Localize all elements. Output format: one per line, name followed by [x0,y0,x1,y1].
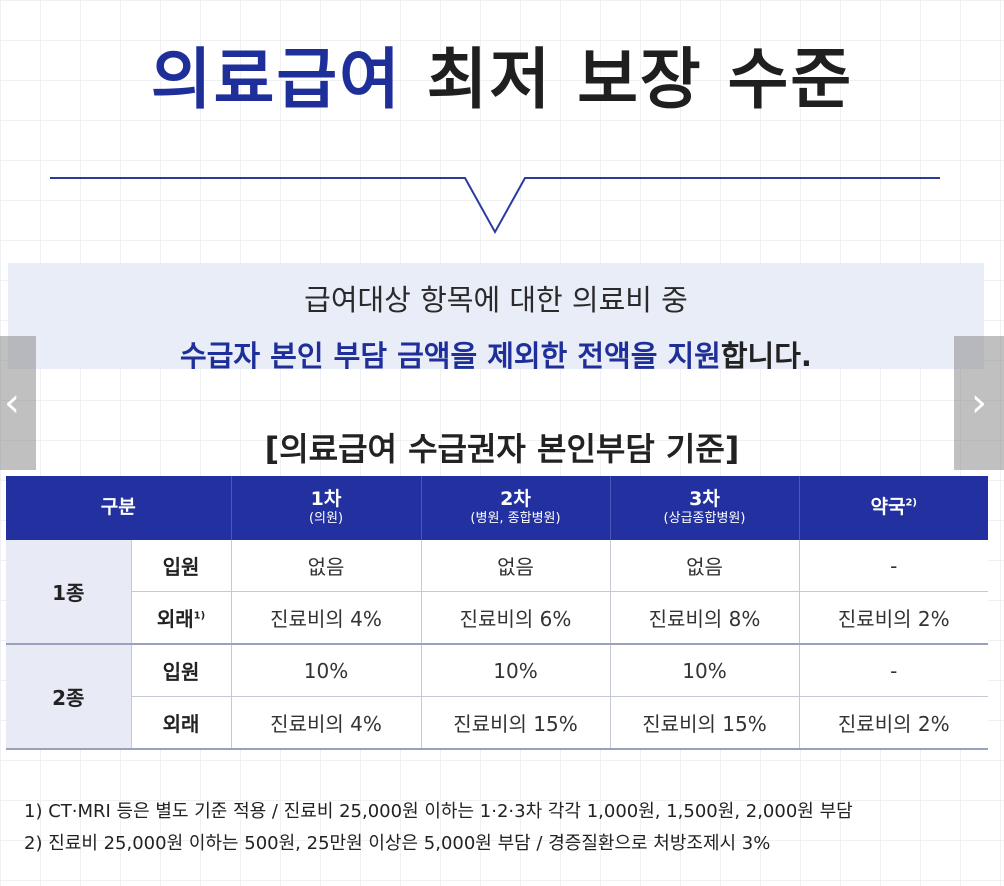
group-label-2: 2종 [6,644,132,750]
table-cell: 10% [231,644,422,697]
header-col1-label: 1차 [310,487,342,510]
table-cell: 없음 [610,540,800,592]
banner-rest: 합니다. [720,339,812,373]
table-cell: 진료비의 15% [610,696,800,750]
copay-table: 구분 1차 (의원) 2차 (병원, 종합병원) 3차 (상급종합병원) 약국2) 1… [6,476,988,750]
row-label-sup: 1) [193,610,206,622]
header-col1-sub: (의원) [308,511,344,527]
table-cell: 진료비의 15% [421,696,611,750]
row-label: 입원 [131,540,232,592]
header-col4-sup: 2) [905,497,917,509]
table-cell: 없음 [231,540,422,592]
title-rest: 최저 보장 수준 [426,41,854,118]
table-cell: 진료비의 6% [421,591,611,645]
table-cell: 10% [421,644,611,697]
row-label-outpatient: 외래1) [131,591,232,645]
table-row: 외래1) 진료비의 4% 진료비의 6% 진료비의 8% 진료비의 2% [6,591,988,645]
header-col3-sub: (상급종합병원) [663,511,746,527]
table-cell: 진료비의 4% [231,696,422,750]
table-title: [의료급여 수급권자 본인부담 기준] [264,430,740,468]
row-label-text: 외래 [156,607,194,631]
table-row: 1종 입원 없음 없음 없음 - [6,540,988,645]
table-row: 외래 진료비의 4% 진료비의 15% 진료비의 15% 진료비의 2% [6,696,988,750]
table-cell: - [799,540,988,592]
chevron-right-icon: › [971,380,987,426]
footnote-2: 2) 진료비 25,000원 이하는 500원, 25만원 이상은 5,000원… [24,833,771,854]
table-row: 2종 입원 10% 10% 10% - [6,644,988,750]
header-col3: 3차 (상급종합병원) [610,476,800,540]
header-col4: 약국2) [799,476,988,540]
header-col1: 1차 (의원) [231,476,422,540]
table-cell: - [799,644,988,697]
table-cell: 진료비의 2% [799,591,988,645]
row-label: 외래 [131,696,232,750]
banner-line1: 급여대상 항목에 대한 의료비 중 [304,283,688,317]
header-col2-sub: (병원, 종합병원) [470,511,561,527]
header-col2-label: 2차 [500,487,531,510]
footnotes: 1) CT·MRI 등은 별도 기준 적용 / 진료비 25,000원 이하는 … [24,796,853,860]
footnote-1: 1) CT·MRI 등은 별도 기준 적용 / 진료비 25,000원 이하는 … [24,801,853,822]
banner-line2: 수급자 본인 부담 금액을 제외한 전액을 지원합니다. [8,333,984,375]
table-header-row: 구분 1차 (의원) 2차 (병원, 종합병원) 3차 (상급종합병원) 약국2) [6,476,988,540]
header-col4-label: 약국 [870,496,906,519]
group-label-1: 1종 [6,540,132,645]
title-accent: 의료급여 [150,41,402,118]
row-label: 입원 [131,644,232,697]
table-cell: 진료비의 8% [610,591,800,645]
banner-highlight: 수급자 본인 부담 금액을 제외한 전액을 지원 [180,339,721,373]
table-cell: 없음 [421,540,611,592]
header-category: 구분 [6,476,232,540]
chevron-left-icon: ‹ [4,380,20,426]
prev-slide-button[interactable]: ‹ [0,336,36,470]
table-cell: 10% [610,644,800,697]
table-cell: 진료비의 2% [799,696,988,750]
page-title: 의료급여 최저 보장 수준 [0,26,1004,122]
table-cell: 진료비의 4% [231,591,422,645]
header-col3-label: 3차 [689,487,720,510]
info-banner: 급여대상 항목에 대한 의료비 중 수급자 본인 부담 금액을 제외한 전액을 … [8,263,984,373]
divider-chevron [50,177,940,235]
next-slide-button[interactable]: › [954,336,1004,470]
header-col2: 2차 (병원, 종합병원) [421,476,611,540]
